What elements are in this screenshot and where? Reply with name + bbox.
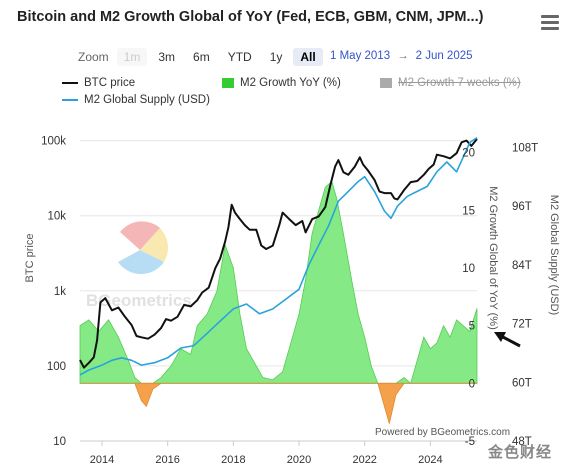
arrow-right-icon: → [397,50,409,62]
x-tick-label-2018: 2018 [221,454,245,466]
date-to-input[interactable]: 2 Jun 2025 [415,50,473,62]
zoom-label: Zoom [78,50,109,64]
x-tick-label-2024: 2024 [418,454,442,466]
m2-yoy-tick-label--5: -5 [465,436,475,448]
zoom-1m-button[interactable]: 1m [116,48,148,66]
x-tick-label-2016: 2016 [155,454,179,466]
grid-lines [80,140,477,442]
m2-supply-axis-title: M2 Global Supply (USD) [548,195,560,315]
btc-axis-title: BTC price [24,234,36,283]
m2-supply-tick-label-72T: 72T [512,319,532,331]
watermark-text: BGeometrics [86,291,192,310]
zoom-3m-button[interactable]: 3m [158,50,176,64]
line-swatch-icon [62,82,78,84]
m2-supply-tick-label-48T: 48T [512,436,532,448]
x-tick-label-2014: 2014 [90,454,114,466]
date-range: 1 May 2013 → 2 Jun 2025 [330,50,473,62]
series-lines [79,136,478,376]
m2-yoy-tick-label-5: 5 [469,321,475,333]
legend-label: BTC price [84,77,136,89]
m2-supply-tick-label-60T: 60T [512,377,532,389]
legend-item-btc-price[interactable]: BTC price [62,77,135,89]
hamburger-menu-icon[interactable] [541,15,559,33]
m2-growth-positive-area [79,180,478,385]
legend-item-m2-growth-7-weeks[interactable]: M2 Growth 7 weeks (%) [380,77,521,89]
x-tick-label-2022: 2022 [352,454,376,466]
m2-supply-tick-label-96T: 96T [512,201,532,213]
date-from-input[interactable]: 1 May 2013 [330,50,391,62]
brand-watermark: 金色财经 [488,444,553,461]
line-swatch-icon [62,99,78,101]
zoom-6m-button[interactable]: 6m [193,50,210,64]
annotation-arrow [494,332,521,348]
logo-red-icon [120,221,160,250]
zoom-1y-button[interactable]: 1y [269,50,283,64]
m2-yoy-area [79,180,478,424]
m2-yoy-axis-title: M2 Growth Global of YoY (%) [487,186,499,329]
btc-tick-label-100k: 100k [41,136,66,148]
chart-title: Bitcoin and M2 Growth Global of YoY (Fed… [17,9,484,25]
x-tick-label-2020: 2020 [287,454,311,466]
legend-label: M2 Growth YoY (%) [240,77,341,89]
btc-tick-label-10: 10 [53,436,66,448]
m2-yoy-tick-label-10: 10 [462,263,475,275]
axes: 2014 2016 2018 2020 2022 2024101001k10k100k-5… [24,136,560,466]
watermark: BGeometrics [86,221,192,310]
logo-blue-icon [118,250,164,275]
zoom-controls: Zoom 1m 3m 6m YTD 1y All [78,47,327,67]
area-swatch-icon [380,78,392,88]
btc-tick-label-1k: 1k [54,286,66,298]
legend-label: M2 Global Supply (USD) [84,94,210,106]
credit-text[interactable]: Powered by BGeometrics.com [375,427,511,438]
zoom-all-button[interactable]: All [293,48,323,66]
legend-label: M2 Growth 7 weeks (%) [398,77,521,89]
m2-supply-tick-label-84T: 84T [512,260,532,272]
area-swatch-icon [222,78,234,88]
series-line-m2_supply [79,136,478,376]
m2-yoy-tick-label-15: 15 [462,205,475,217]
m2-yoy-tick-label-20: 20 [462,148,475,160]
logo-yellow-icon [140,228,168,262]
series-line-btc [79,138,478,369]
zoom-ytd-button[interactable]: YTD [227,50,252,64]
m2-growth-negative-area [80,382,477,424]
legend-item-m2-growth-yoy[interactable]: M2 Growth YoY (%) [222,77,341,89]
btc-tick-label-100: 100 [47,361,66,373]
m2-supply-tick-label-108T: 108T [512,142,538,154]
legend-item-m2-global-supply[interactable]: M2 Global Supply (USD) [62,94,210,106]
m2-yoy-tick-label-0: 0 [469,378,475,390]
btc-tick-label-10k: 10k [47,211,66,223]
